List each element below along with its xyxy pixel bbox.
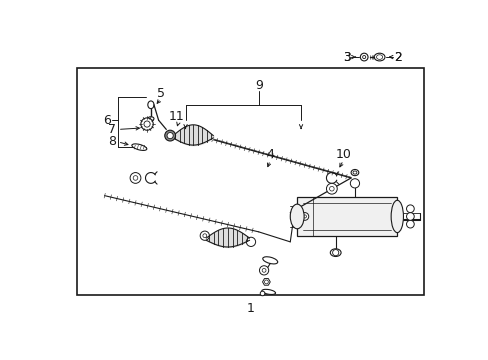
Circle shape	[203, 234, 206, 238]
Text: 7: 7	[108, 123, 116, 136]
Text: 6: 6	[103, 114, 111, 127]
Text: 5: 5	[157, 87, 164, 100]
Circle shape	[406, 220, 413, 228]
Text: 8: 8	[108, 135, 116, 148]
Ellipse shape	[290, 204, 304, 229]
Text: 3: 3	[343, 50, 350, 64]
Circle shape	[200, 231, 209, 240]
Text: 4: 4	[266, 148, 274, 161]
Bar	[77, 68, 423, 296]
Text: 10: 10	[335, 148, 350, 161]
Text: 2: 2	[393, 50, 401, 64]
Ellipse shape	[147, 101, 154, 109]
Ellipse shape	[147, 117, 154, 121]
Circle shape	[406, 205, 413, 213]
Text: 1: 1	[246, 302, 254, 315]
Circle shape	[329, 186, 333, 191]
Ellipse shape	[390, 200, 403, 233]
Circle shape	[262, 269, 265, 272]
Circle shape	[303, 215, 306, 218]
Text: 3: 3	[343, 50, 350, 64]
Circle shape	[246, 237, 255, 247]
Circle shape	[260, 291, 264, 296]
Polygon shape	[262, 279, 270, 285]
Circle shape	[406, 213, 413, 220]
Ellipse shape	[373, 53, 384, 61]
Circle shape	[362, 55, 365, 59]
Circle shape	[301, 213, 308, 220]
Text: 9: 9	[254, 79, 262, 92]
Ellipse shape	[262, 289, 275, 294]
Circle shape	[164, 130, 175, 141]
Bar	[297, 197, 396, 236]
Ellipse shape	[352, 171, 356, 174]
Ellipse shape	[350, 170, 358, 176]
Ellipse shape	[262, 257, 277, 264]
Ellipse shape	[329, 249, 341, 256]
Circle shape	[264, 280, 268, 284]
Ellipse shape	[132, 144, 146, 150]
Circle shape	[167, 132, 173, 139]
Ellipse shape	[376, 55, 382, 59]
Circle shape	[332, 249, 338, 256]
Circle shape	[349, 179, 359, 188]
Circle shape	[133, 176, 138, 180]
Circle shape	[130, 172, 141, 183]
Text: 11: 11	[168, 110, 184, 123]
Circle shape	[326, 183, 337, 194]
Text: 2: 2	[393, 50, 401, 64]
Circle shape	[143, 121, 150, 127]
Circle shape	[141, 118, 153, 130]
Circle shape	[360, 53, 367, 61]
Circle shape	[259, 266, 268, 275]
